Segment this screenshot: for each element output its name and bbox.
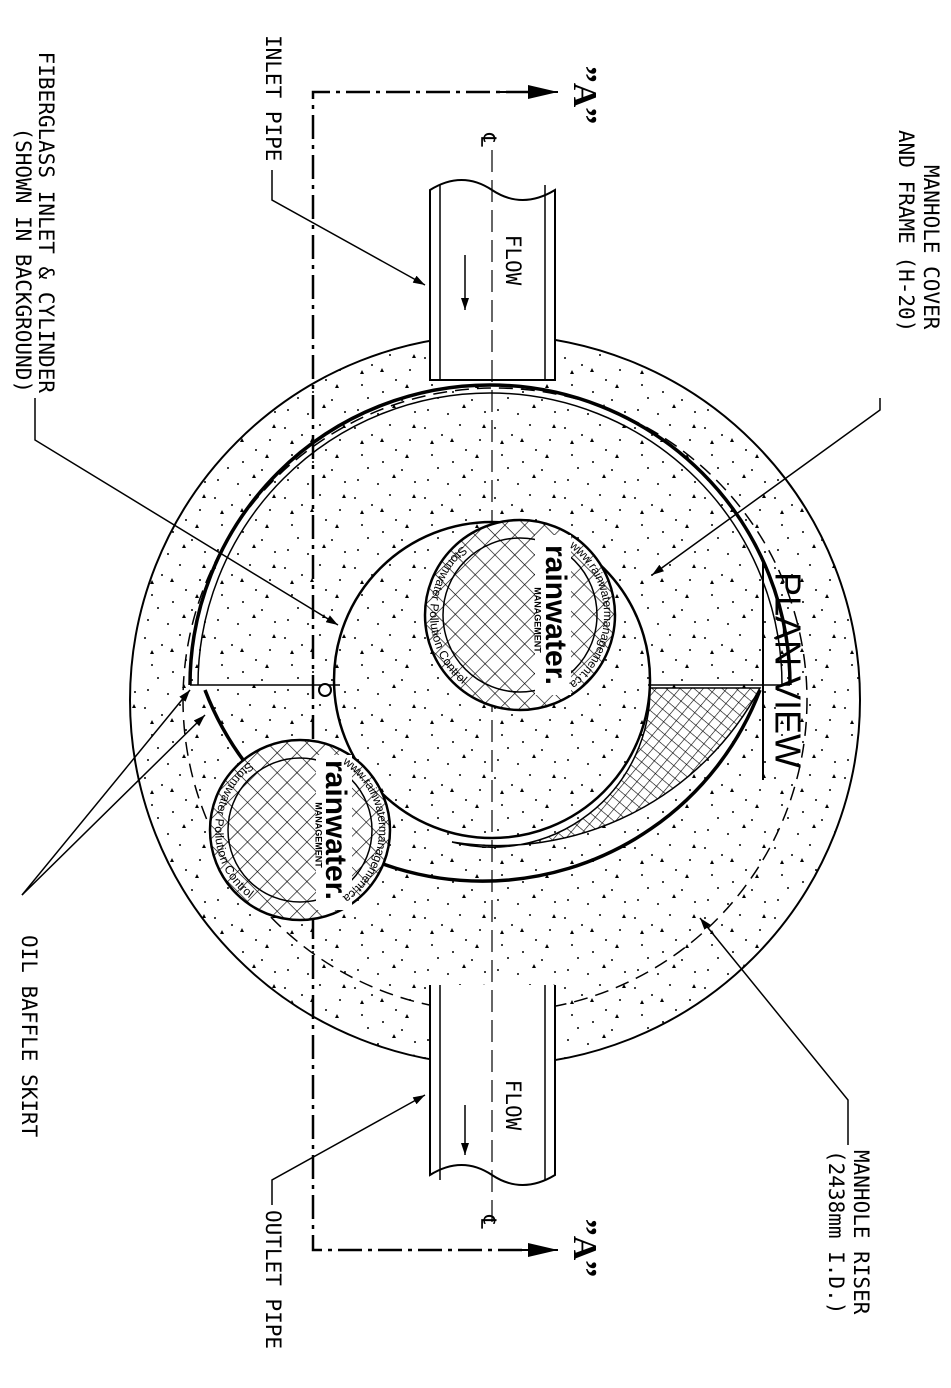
label: MANHOLE RISER <box>849 1150 873 1315</box>
small-port <box>318 683 332 697</box>
leaders <box>21 170 881 1205</box>
hatched-area <box>451 687 762 848</box>
label: (SHOWN IN BACKGROUND) <box>11 127 35 393</box>
label: AND FRAME (H-20) <box>894 130 918 332</box>
label: OUTLET PIPE <box>261 1210 285 1349</box>
label: (2438mm I.D.) <box>824 1150 848 1314</box>
flow-label: FLOW <box>501 235 525 286</box>
label: FIBERGLASS INLET & CYLINDER <box>34 52 58 394</box>
label: MANHOLE COVER <box>919 165 943 330</box>
centerline-symbol: ℄ <box>476 132 500 147</box>
centerline-symbol: ℄ <box>476 1214 500 1229</box>
section-mark: ”A” <box>566 66 603 125</box>
logo-sub: MANAGEMENT <box>533 587 543 653</box>
logo-sub: MANAGEMENT <box>314 802 324 868</box>
cover-upper-arc <box>188 383 792 686</box>
logo-inlet: rainwater. MANAGEMENT www.rainwatermanag… <box>208 738 392 922</box>
logo-cover: rainwater. MANAGEMENT www.rainwatermanag… <box>423 518 617 712</box>
section-mark: ”A” <box>566 1219 603 1278</box>
label: INLET PIPE <box>261 35 285 161</box>
logo-name: rainwater. <box>319 760 352 900</box>
cover-upper-arc-inner <box>197 392 783 686</box>
flow-label: FLOW <box>501 1080 525 1131</box>
section-line <box>311 90 530 1252</box>
label: OIL BAFFLE SKIRT <box>17 935 41 1138</box>
logo-name: rainwater. <box>539 545 572 685</box>
plan-view-title: PLAN VIEW <box>767 572 808 768</box>
